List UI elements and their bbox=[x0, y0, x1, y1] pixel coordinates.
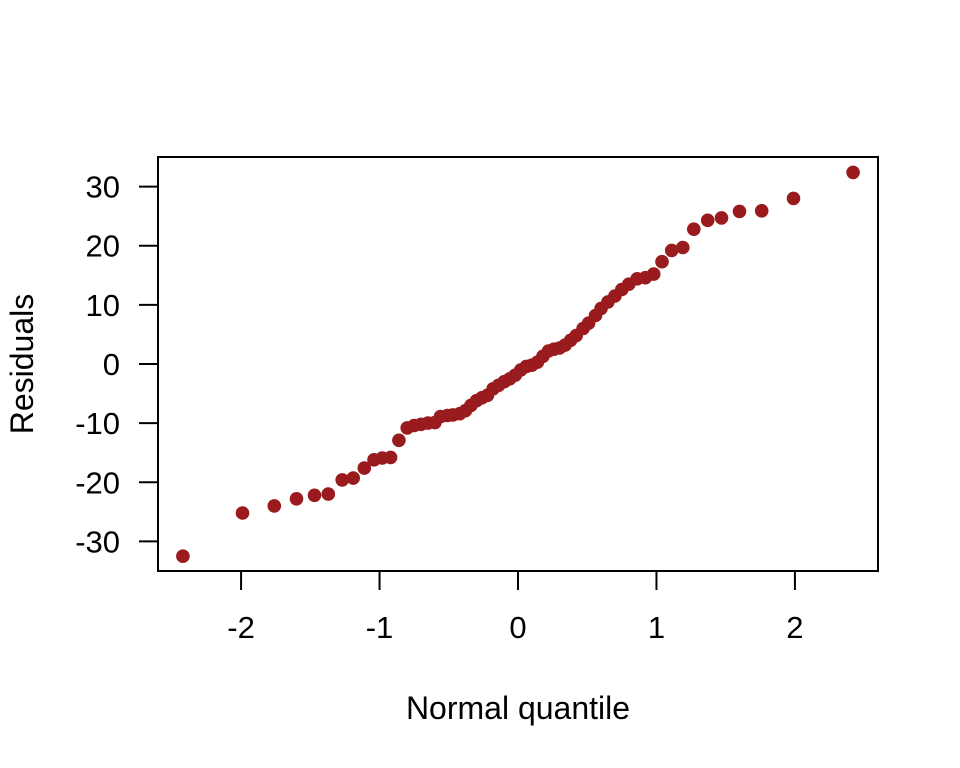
data-point bbox=[307, 488, 322, 503]
y-tick-label: 30 bbox=[86, 170, 120, 205]
data-point bbox=[335, 473, 350, 487]
data-point bbox=[714, 211, 729, 225]
data-point bbox=[321, 487, 336, 501]
x-tick-label: 2 bbox=[786, 610, 803, 645]
y-tick-label: -30 bbox=[75, 524, 120, 559]
data-point bbox=[687, 222, 701, 236]
data-point bbox=[267, 499, 282, 513]
data-point bbox=[357, 461, 372, 475]
data-point bbox=[176, 549, 190, 563]
data-point bbox=[646, 267, 661, 281]
data-point bbox=[754, 204, 769, 218]
x-tick-label: 0 bbox=[509, 610, 526, 645]
x-axis-label: Normal quantile bbox=[406, 690, 630, 726]
data-point bbox=[346, 471, 361, 485]
x-tick-label: 1 bbox=[648, 610, 665, 645]
x-tick-label: -2 bbox=[227, 610, 255, 645]
data-point bbox=[700, 213, 715, 228]
data-point bbox=[664, 243, 679, 258]
data-point bbox=[289, 492, 304, 506]
x-axis: -2 -1 0 1 2 bbox=[227, 571, 804, 645]
x-tick-label: -1 bbox=[366, 610, 394, 645]
y-tick-label: 10 bbox=[86, 288, 120, 323]
y-tick-label: -20 bbox=[75, 465, 120, 500]
scatter-points bbox=[176, 165, 860, 563]
data-point bbox=[786, 191, 801, 206]
y-axis-label: Residuals bbox=[4, 294, 40, 435]
y-tick-label: 20 bbox=[86, 229, 120, 264]
data-point bbox=[235, 506, 250, 520]
data-point bbox=[676, 240, 690, 255]
y-tick-label: -10 bbox=[75, 406, 120, 441]
data-point bbox=[392, 433, 406, 448]
y-tick-label: 0 bbox=[103, 347, 120, 382]
data-point bbox=[846, 165, 860, 180]
data-point bbox=[383, 450, 398, 465]
data-point bbox=[655, 254, 669, 269]
y-axis: -30 -20 -10 0 10 20 30 bbox=[75, 170, 158, 559]
data-point bbox=[732, 204, 747, 219]
